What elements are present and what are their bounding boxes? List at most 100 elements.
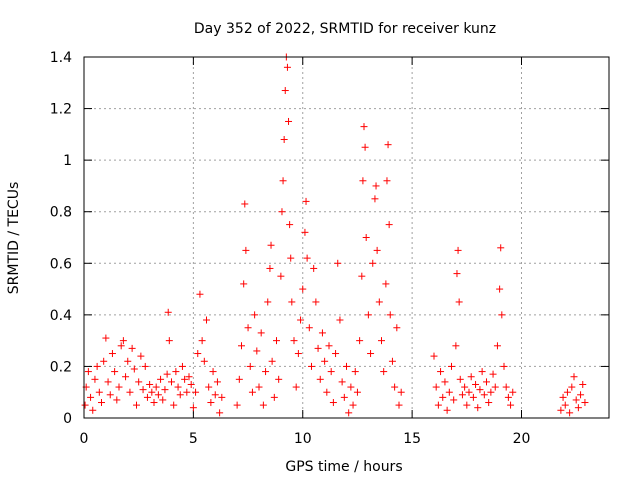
data-point bbox=[557, 406, 565, 414]
data-point bbox=[334, 259, 342, 267]
data-point bbox=[480, 391, 488, 399]
data-point bbox=[181, 375, 189, 383]
data-point bbox=[360, 123, 368, 131]
data-point bbox=[200, 357, 208, 365]
data-point bbox=[281, 87, 289, 95]
data-point bbox=[308, 362, 315, 370]
data-point bbox=[299, 285, 307, 293]
data-point bbox=[139, 386, 147, 394]
data-point bbox=[325, 342, 333, 350]
data-point bbox=[456, 375, 464, 383]
data-point bbox=[430, 352, 438, 360]
data-point bbox=[461, 383, 469, 391]
data-point bbox=[349, 401, 357, 409]
data-point bbox=[458, 391, 466, 399]
data-point bbox=[561, 401, 569, 409]
data-point bbox=[259, 401, 267, 409]
data-point bbox=[507, 401, 515, 409]
data-point bbox=[213, 378, 221, 386]
data-point bbox=[356, 337, 364, 345]
data-point bbox=[178, 362, 186, 370]
data-point bbox=[329, 399, 337, 407]
data-point bbox=[483, 378, 490, 386]
data-point bbox=[358, 272, 366, 280]
y-tick-label: 1.2 bbox=[50, 102, 72, 118]
chart-title: Day 352 of 2022, SRMTID for receiver kun… bbox=[194, 21, 496, 37]
data-point bbox=[359, 177, 367, 185]
data-point bbox=[364, 311, 372, 319]
data-point bbox=[165, 337, 173, 345]
data-point bbox=[375, 298, 383, 306]
data-point bbox=[81, 401, 89, 409]
data-point bbox=[285, 117, 293, 125]
data-point bbox=[279, 177, 287, 185]
data-point bbox=[84, 368, 92, 376]
data-point bbox=[176, 391, 184, 399]
data-point bbox=[135, 378, 143, 386]
data-point bbox=[207, 399, 215, 407]
data-point bbox=[302, 197, 310, 205]
data-point bbox=[98, 399, 105, 407]
data-point bbox=[369, 259, 377, 267]
data-point bbox=[233, 401, 241, 409]
data-point bbox=[372, 182, 380, 190]
data-point bbox=[487, 388, 495, 396]
data-point bbox=[270, 393, 278, 401]
data-point bbox=[126, 388, 134, 396]
data-point bbox=[385, 221, 393, 229]
data-point bbox=[157, 375, 165, 383]
data-point bbox=[100, 357, 108, 365]
data-point bbox=[216, 409, 224, 417]
data-point bbox=[388, 357, 396, 365]
data-point bbox=[310, 264, 318, 272]
data-point bbox=[559, 393, 567, 401]
data-point bbox=[563, 388, 571, 396]
data-point bbox=[453, 270, 461, 278]
y-tick-label: 1.4 bbox=[50, 50, 72, 66]
data-point bbox=[332, 350, 340, 358]
data-point bbox=[290, 337, 298, 345]
data-point bbox=[251, 311, 259, 319]
data-point bbox=[574, 404, 582, 412]
data-point bbox=[104, 378, 112, 386]
data-point bbox=[137, 352, 145, 360]
data-point bbox=[318, 329, 326, 337]
data-point bbox=[93, 362, 101, 370]
data-point bbox=[382, 280, 390, 288]
data-point bbox=[432, 383, 440, 391]
data-point bbox=[242, 246, 250, 254]
data-point bbox=[472, 380, 480, 388]
data-point bbox=[509, 388, 517, 396]
data-point bbox=[141, 362, 149, 370]
data-point bbox=[361, 143, 369, 151]
data-point bbox=[150, 399, 158, 407]
data-point bbox=[314, 344, 322, 352]
data-point bbox=[196, 290, 204, 298]
data-point bbox=[235, 375, 243, 383]
data-point bbox=[194, 350, 202, 358]
data-point bbox=[497, 244, 505, 252]
data-point bbox=[353, 388, 361, 396]
data-point bbox=[493, 342, 501, 350]
data-point bbox=[198, 337, 206, 345]
data-point bbox=[146, 380, 154, 388]
x-tick-label: 15 bbox=[403, 431, 421, 447]
data-point bbox=[267, 241, 275, 249]
data-point bbox=[504, 393, 512, 401]
data-point bbox=[465, 388, 473, 396]
data-point bbox=[148, 388, 156, 396]
data-point bbox=[439, 393, 447, 401]
data-point bbox=[130, 365, 138, 373]
data-point bbox=[301, 228, 309, 236]
data-point bbox=[264, 298, 272, 306]
x-axis-label: GPS time / hours bbox=[285, 459, 402, 475]
data-point bbox=[577, 391, 585, 399]
data-point bbox=[469, 393, 477, 401]
data-point bbox=[240, 280, 248, 288]
data-point bbox=[266, 264, 274, 272]
y-tick-label: 0.8 bbox=[50, 205, 72, 221]
data-point bbox=[203, 316, 210, 324]
data-points bbox=[81, 53, 589, 417]
y-tick-label: 0 bbox=[63, 411, 72, 427]
data-point bbox=[133, 401, 140, 409]
